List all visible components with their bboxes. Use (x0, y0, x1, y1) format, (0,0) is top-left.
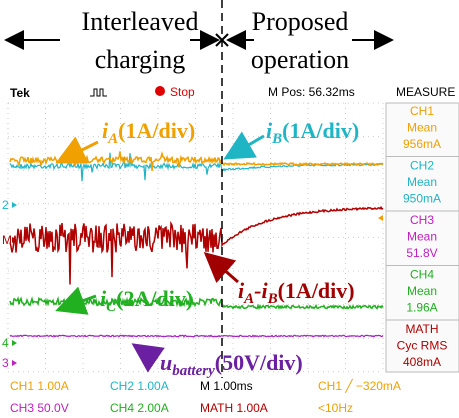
trigger-arrow (378, 215, 383, 221)
header-text: Interleaved (82, 7, 199, 36)
status-text: CH2 1.00A (110, 379, 169, 393)
waveform (10, 335, 383, 336)
label-part: battery (172, 363, 215, 379)
measure-value: 956mA (403, 137, 441, 151)
label-part: (1A/div) (118, 118, 195, 143)
label-part: (2A/div) (116, 286, 193, 311)
measure-channel: MATH (405, 322, 438, 336)
trace-label: iA-iB(1A/div) (238, 278, 355, 307)
state: Stop (170, 85, 195, 99)
measure-channel: CH4 (410, 268, 434, 282)
label-part: B (267, 291, 278, 307)
measure-value: 408mA (403, 355, 441, 369)
channel-marker: 2 (2, 198, 9, 212)
header-text: charging (95, 45, 186, 74)
status-text: <10Hz (318, 401, 353, 415)
waveform (10, 207, 383, 284)
channel-marker: M (2, 233, 12, 247)
trace-label: iA(1A/div) (102, 118, 195, 147)
trace-label: iB(1A/div) (266, 118, 359, 147)
traces (10, 151, 383, 336)
status-text: CH1 1.00A (10, 379, 69, 393)
measure-channel: CH2 (410, 159, 434, 173)
measure-value: 1.96A (406, 301, 437, 315)
status-text: M 1.00ms (200, 379, 253, 393)
label-part: (1A/div) (282, 118, 359, 143)
measure-kind: Mean (407, 230, 437, 244)
label-arrow (226, 136, 264, 158)
status-text: MATH 1.00A (200, 401, 268, 415)
status-text: CH4 2.00A (110, 401, 169, 415)
label-part: A (243, 291, 254, 307)
figure: Interleaved charging Proposed operation … (0, 0, 459, 418)
measure-value: 51.8V (406, 246, 437, 260)
marker-arrow (12, 340, 17, 346)
trace-label: ubattery(50V/div) (160, 350, 303, 379)
label-part: -i (254, 278, 268, 303)
trigger-icon (90, 89, 107, 96)
status-text: CH1 ╱ −320mA (318, 378, 401, 393)
label-part: (50V/div) (215, 350, 303, 375)
position: M Pos: 56.32ms (268, 85, 355, 99)
measure-kind: Mean (407, 284, 437, 298)
label-part: (1A/div) (278, 278, 355, 303)
trace-label: iC(2A/div) (100, 286, 193, 315)
channel-marker: 4 (2, 336, 9, 350)
header-text: operation (251, 45, 349, 74)
marker-arrow (12, 202, 17, 208)
measure-channel: CH3 (410, 213, 434, 227)
measure-kind: Mean (407, 121, 437, 135)
measure-kind: Mean (407, 175, 437, 189)
status-text: CH3 50.0V (10, 401, 69, 415)
panel-title: MEASURE (396, 85, 455, 99)
measure-kind: Cyc RMS (397, 339, 448, 353)
label-arrow (58, 296, 96, 310)
channel-marker: 3 (2, 356, 9, 370)
label-part: A (107, 131, 118, 147)
label-part: B (271, 131, 282, 147)
marker-arrow (12, 360, 17, 366)
measure-value: 950mA (403, 192, 441, 206)
label-arrow (58, 142, 98, 162)
stop-dot (155, 86, 165, 96)
brand: Tek (10, 86, 30, 100)
label-arrow (134, 345, 156, 360)
measure-channel: CH1 (410, 104, 434, 118)
header-text: Proposed (252, 7, 349, 36)
label-part: u (160, 350, 172, 375)
